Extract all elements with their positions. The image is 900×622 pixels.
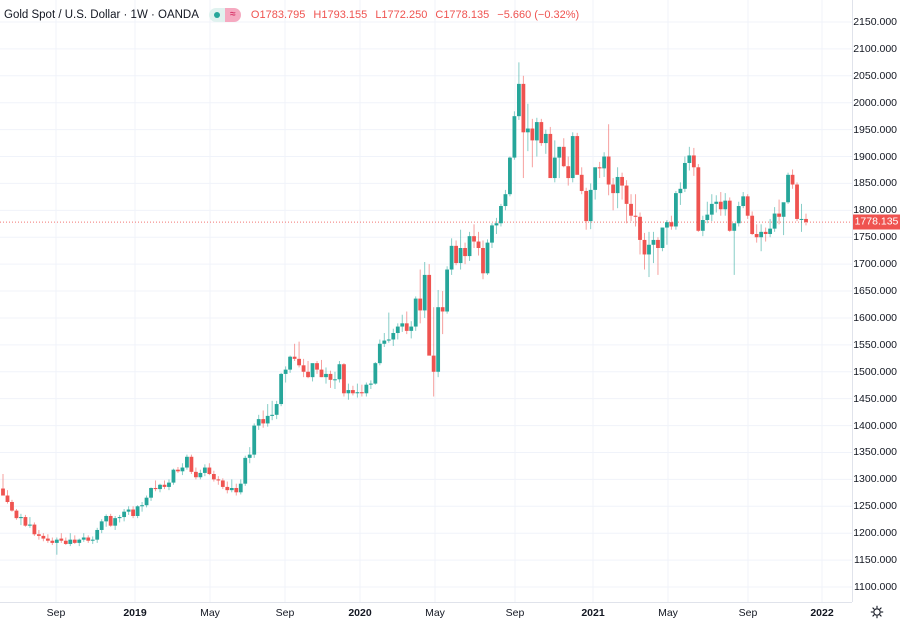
change-value: −5.660 (−0.32%) bbox=[497, 9, 580, 21]
chart-legend: Gold Spot / U.S. Dollar · 1W · OANDA ≈ O… bbox=[4, 6, 584, 24]
time-tick-label: Sep bbox=[46, 607, 66, 619]
close-value: C1778.135 bbox=[435, 9, 490, 21]
price-tick-label: 1850.000 bbox=[853, 177, 897, 190]
time-tick-label: 2020 bbox=[348, 607, 372, 619]
ohlc-values: O1783.795 H1793.155 L1772.250 C1778.135 … bbox=[251, 9, 584, 21]
price-tick-label: 1800.000 bbox=[853, 204, 897, 217]
price-tick-label: 1500.000 bbox=[853, 365, 897, 378]
price-tick-label: 1900.000 bbox=[853, 150, 897, 163]
time-tick-label: 2019 bbox=[123, 607, 147, 619]
price-tick-label: 1550.000 bbox=[853, 338, 897, 351]
price-tick-label: 2050.000 bbox=[853, 69, 897, 82]
time-tick-label: Sep bbox=[505, 607, 525, 619]
open-value: O1783.795 bbox=[250, 9, 306, 21]
time-tick-label: May bbox=[658, 607, 678, 619]
price-tick-label: 2000.000 bbox=[853, 96, 897, 109]
status-badges: ≈ bbox=[208, 8, 241, 22]
grid-lines bbox=[0, 0, 852, 602]
market-open-icon bbox=[208, 8, 225, 22]
price-tick-label: 1250.000 bbox=[853, 500, 897, 513]
price-tick-label: 1300.000 bbox=[853, 473, 897, 486]
time-tick-label: May bbox=[200, 607, 220, 619]
price-tick-label: 1350.000 bbox=[853, 446, 897, 459]
time-tick-label: Sep bbox=[275, 607, 295, 619]
delayed-data-icon[interactable]: ≈ bbox=[224, 8, 241, 22]
price-tick-label: 1700.000 bbox=[853, 258, 897, 271]
price-tick-label: 2100.000 bbox=[853, 42, 897, 55]
price-tick-label: 1450.000 bbox=[853, 392, 897, 405]
low-value: L1772.250 bbox=[375, 9, 428, 21]
price-tick-label: 1650.000 bbox=[853, 285, 897, 298]
candlestick-plot[interactable] bbox=[0, 0, 852, 602]
price-tick-label: 1400.000 bbox=[853, 419, 897, 432]
time-tick-label: 2021 bbox=[581, 607, 605, 619]
price-tick-label: 1950.000 bbox=[853, 123, 897, 136]
price-axis[interactable]: 2150.000 2100.000 2050.000 2000.000 1950.000… bbox=[852, 0, 900, 602]
price-tick-label: 1750.000 bbox=[853, 231, 897, 244]
gear-icon[interactable] bbox=[853, 603, 900, 621]
high-value: H1793.155 bbox=[313, 9, 368, 21]
candles bbox=[1, 62, 808, 555]
price-tick-label: 1150.000 bbox=[853, 554, 897, 567]
price-tick-label: 1600.000 bbox=[853, 311, 897, 324]
time-tick-label: May bbox=[425, 607, 445, 619]
time-tick-label: 2022 bbox=[810, 607, 834, 619]
price-tick-label: 1200.000 bbox=[853, 527, 897, 540]
time-axis[interactable]: Sep 2019 May Sep 2020 May Sep 2021 May Sep 2022 bbox=[0, 602, 852, 622]
price-tick-label: 2150.000 bbox=[853, 16, 897, 28]
time-tick-label: Sep bbox=[738, 607, 758, 619]
price-tick-label: 1100.000 bbox=[853, 581, 897, 593]
symbol-title[interactable]: Gold Spot / U.S. Dollar · 1W · OANDA bbox=[4, 9, 199, 21]
last-price-label: 1778.135 bbox=[853, 214, 900, 230]
